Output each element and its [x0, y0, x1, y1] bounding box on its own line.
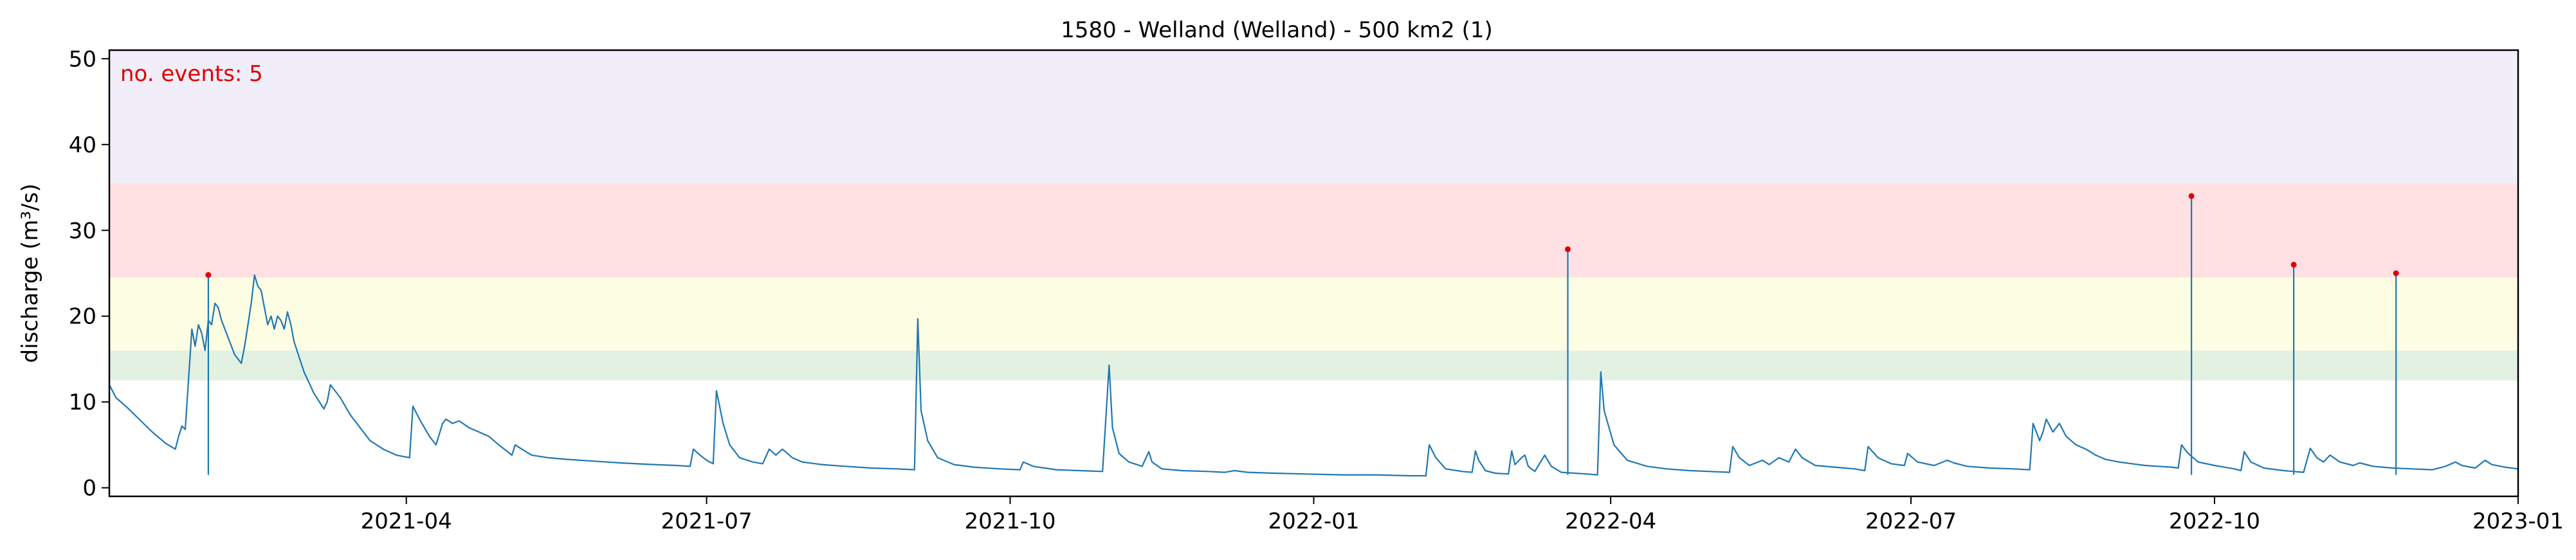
x-tick-label-6: 2022-10 [2169, 509, 2260, 534]
y-tick-label-4: 40 [69, 132, 96, 158]
threshold-band-2 [109, 183, 2518, 278]
x-tick-label-2: 2021-10 [964, 509, 1055, 534]
threshold-band-0 [109, 350, 2518, 381]
event-marker-2 [2188, 193, 2195, 199]
y-tick-label-0: 0 [82, 476, 96, 501]
threshold-band-1 [109, 277, 2518, 351]
x-tick-label-3: 2022-01 [1268, 509, 1359, 534]
event-marker-3 [2290, 262, 2297, 268]
x-tick-label-5: 2022-07 [1865, 509, 1957, 534]
x-tick-label-4: 2022-04 [1565, 509, 1656, 534]
threshold-bands [109, 50, 2518, 381]
event-marker-1 [1565, 246, 1571, 253]
y-axis: 0 10 20 30 40 50 [69, 46, 109, 501]
x-tick-label-0: 2021-04 [361, 509, 452, 534]
x-tick-label-1: 2021-07 [661, 509, 753, 534]
chart-title: 1580 - Welland (Welland) - 500 km2 (1) [1061, 17, 1493, 43]
event-marker-0 [205, 272, 212, 278]
discharge-series-line-0 [109, 274, 2519, 477]
plot-area [109, 193, 2519, 477]
events-count-annotation: no. events: 5 [120, 61, 263, 87]
y-tick-label-5: 50 [69, 46, 96, 72]
x-axis: 2021-04 2021-07 2021-10 2022-01 2022-04 2022-… [361, 496, 2564, 534]
y-axis-label: discharge (m³/s) [17, 184, 43, 363]
event-marker-4 [2393, 270, 2399, 276]
y-tick-label-2: 20 [69, 304, 96, 330]
x-tick-label-7: 2023-01 [2472, 509, 2564, 534]
y-tick-label-1: 10 [69, 390, 96, 415]
plot-frame [108, 49, 2519, 498]
threshold-band-3 [109, 50, 2518, 183]
y-tick-label-3: 30 [69, 218, 96, 244]
